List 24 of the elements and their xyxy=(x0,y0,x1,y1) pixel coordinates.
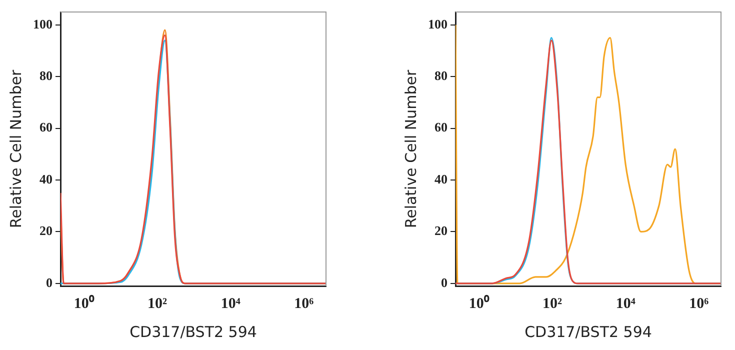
x-tick-label: 10⁰ xyxy=(468,294,490,312)
y-tick-label: 100 xyxy=(33,16,52,32)
x-tick-label: 10⁰ xyxy=(74,294,95,312)
y-tick-label: 0 xyxy=(46,274,52,290)
y-tick-label: 20 xyxy=(434,223,448,238)
y-tick-label: 100 xyxy=(428,16,448,32)
y-axis-title: Relative Cell Number xyxy=(6,69,25,228)
x-tick-label: 10⁶ xyxy=(689,296,710,312)
x-tick-label: 10⁴ xyxy=(220,296,241,312)
y-tick-label: 80 xyxy=(434,68,448,83)
x-tick-label: 10² xyxy=(147,296,168,312)
x-axis-title: CD317/BST2 594 xyxy=(524,322,652,341)
y-tick-label: 20 xyxy=(40,223,52,238)
y-tick-label: 40 xyxy=(40,171,52,186)
y-tick-label: 60 xyxy=(40,120,52,135)
x-tick-label: 10⁴ xyxy=(616,296,636,312)
x-tick-label: 10² xyxy=(542,296,562,312)
y-tick-label: 80 xyxy=(40,68,52,83)
y-tick-label: 40 xyxy=(434,171,448,186)
x-axis-title: CD317/BST2 594 xyxy=(130,322,257,341)
y-axis-title: Relative Cell Number xyxy=(402,69,420,228)
x-tick-label: 10⁶ xyxy=(294,296,314,312)
y-tick-label: 0 xyxy=(441,274,448,290)
y-tick-label: 60 xyxy=(434,120,448,135)
